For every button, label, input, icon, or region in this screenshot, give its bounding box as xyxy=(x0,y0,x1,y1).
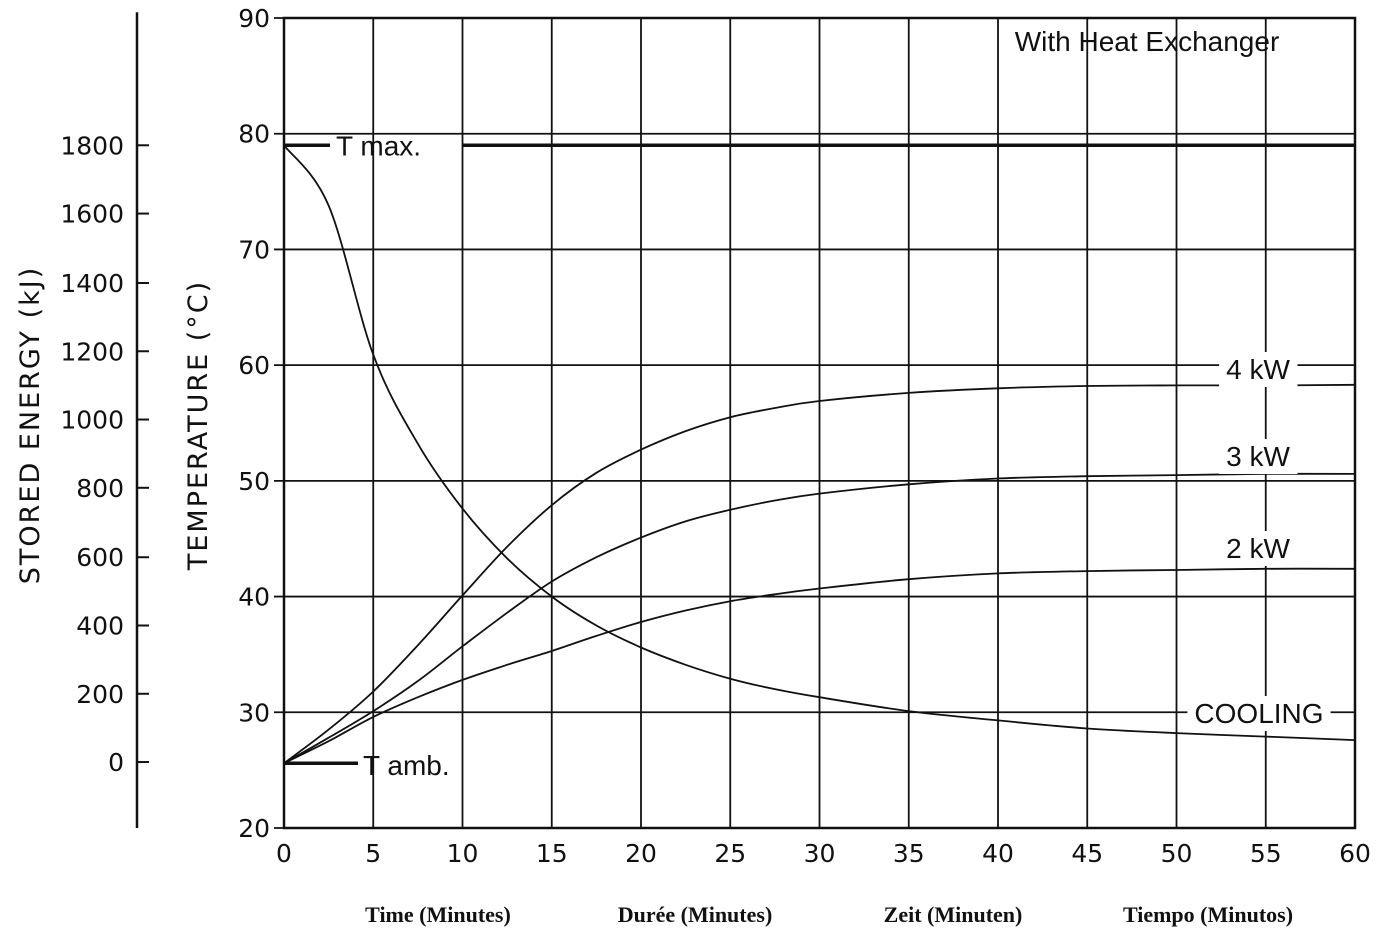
series-2-kw-line xyxy=(283,567,1356,765)
series-4-kw-line xyxy=(283,383,1356,764)
series-3-kw-label-bg xyxy=(1219,439,1298,474)
series-3-kw-line xyxy=(283,472,1356,764)
series-2-kw-label: 2 kW xyxy=(1226,533,1290,564)
y-tick-label: 70 xyxy=(238,235,270,264)
heat-exchanger-annotation: With Heat Exchanger xyxy=(1015,26,1280,57)
reference-lines xyxy=(284,143,1355,765)
series-4-kw-label-bg xyxy=(1219,352,1298,387)
energy-tick-label: 200 xyxy=(76,680,124,709)
energy-tick-label: 1600 xyxy=(60,200,124,229)
x-tick-label: 35 xyxy=(893,839,925,868)
x-tick-label: 50 xyxy=(1161,839,1193,868)
series-lines xyxy=(283,144,1356,765)
labels: 0 5 10 15 20 25 30 35 40 45 50 55 60 20 30 40 50 60 70 80 90… xyxy=(60,4,1371,868)
x-caption-german: Zeit (Minuten) xyxy=(884,902,1023,927)
y-tick-label: 50 xyxy=(238,467,270,496)
x-tick-label: 15 xyxy=(536,839,568,868)
x-tick-label: 20 xyxy=(625,839,657,868)
x-tick-label: 25 xyxy=(714,839,746,868)
energy-tick-label: 400 xyxy=(76,612,124,641)
x-caption-french: Durée (Minutes) xyxy=(618,902,773,927)
energy-tick-label: 1000 xyxy=(60,406,124,435)
x-tick-label: 55 xyxy=(1250,839,1282,868)
energy-tick-label: 1400 xyxy=(60,269,124,298)
y-tick-label: 80 xyxy=(238,120,270,149)
y-tick-label: 90 xyxy=(238,4,270,33)
energy-tick-label: 800 xyxy=(76,474,124,503)
series-cooling-label-bg xyxy=(1187,696,1331,731)
series-2-kw-label-bg xyxy=(1219,531,1298,566)
x-tick-label: 5 xyxy=(365,839,381,868)
x-tick-label: 0 xyxy=(276,839,292,868)
x-tick-label: 40 xyxy=(982,839,1014,868)
y-tick-label: 40 xyxy=(238,583,270,612)
y-tick-label: 30 xyxy=(238,698,270,727)
x-caption-spanish: Tiempo (Minutos) xyxy=(1123,902,1293,927)
x-tick-label: 10 xyxy=(447,839,479,868)
series-cooling-label: COOLING xyxy=(1194,698,1323,729)
x-tick-label: 30 xyxy=(804,839,836,868)
tmax-label: T max. xyxy=(336,130,421,161)
tamb-label: T amb. xyxy=(363,750,450,781)
energy-tick-label: 1200 xyxy=(60,337,124,366)
energy-axis-label: STORED ENERGY (kJ) xyxy=(15,266,46,584)
y-tick-label: 20 xyxy=(238,814,270,843)
y-tick-label: 60 xyxy=(238,351,270,380)
series-4-kw-label: 4 kW xyxy=(1226,354,1290,385)
x-caption-english: Time (Minutes) xyxy=(365,902,511,927)
y-axis-label: TEMPERATURE (°C) xyxy=(183,280,214,571)
x-tick-label: 45 xyxy=(1071,839,1103,868)
x-tick-label: 60 xyxy=(1339,839,1371,868)
series-cooling-line xyxy=(283,144,1356,741)
energy-tick-label: 600 xyxy=(76,543,124,572)
energy-tick-label: 0 xyxy=(108,748,124,777)
energy-tick-label: 1800 xyxy=(60,131,124,160)
grid xyxy=(135,12,1357,830)
series-3-kw-label: 3 kW xyxy=(1226,441,1290,472)
